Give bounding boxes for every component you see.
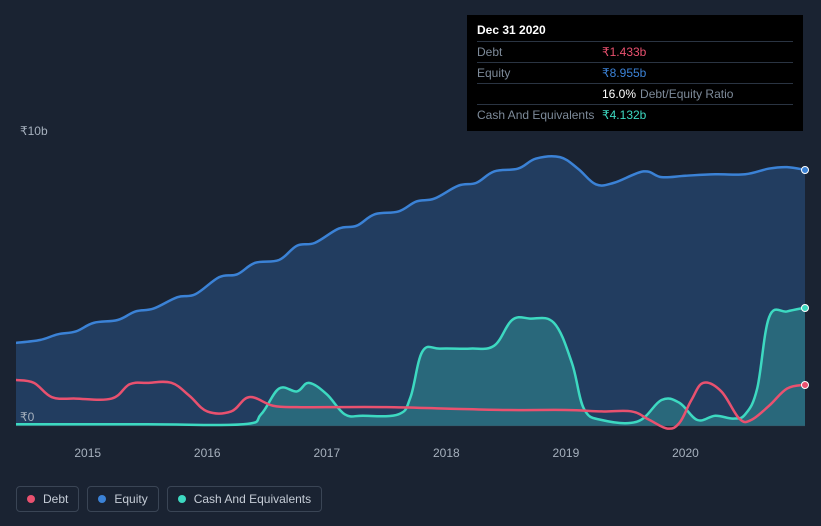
tooltip-row-value: 16.0% bbox=[602, 87, 636, 101]
legend-label: Cash And Equivalents bbox=[194, 492, 311, 506]
tooltip-row-label: Debt bbox=[477, 45, 602, 59]
tooltip-row-value: ₹1.433b bbox=[602, 45, 646, 59]
series-endpoint-cash-and-equivalents bbox=[801, 304, 809, 312]
x-axis-tick-label: 2019 bbox=[553, 446, 580, 460]
chart-area[interactable] bbox=[16, 140, 805, 440]
legend-item-equity[interactable]: Equity bbox=[87, 486, 158, 512]
tooltip-row: Equity₹8.955b bbox=[477, 62, 793, 83]
chart-tooltip: Dec 31 2020 Debt₹1.433bEquity₹8.955b16.0… bbox=[467, 15, 803, 131]
tooltip-row-suffix: Debt/Equity Ratio bbox=[640, 87, 733, 101]
legend-dot-icon bbox=[178, 495, 186, 503]
legend-item-cash-and-equivalents[interactable]: Cash And Equivalents bbox=[167, 486, 322, 512]
tooltip-row-label: Cash And Equivalents bbox=[477, 108, 602, 122]
x-axis-tick-label: 2020 bbox=[672, 446, 699, 460]
tooltip-row: Debt₹1.433b bbox=[477, 41, 793, 62]
tooltip-row: 16.0% Debt/Equity Ratio bbox=[477, 83, 793, 104]
series-endpoint-equity bbox=[801, 166, 809, 174]
x-axis-tick-label: 2015 bbox=[74, 446, 101, 460]
legend-label: Debt bbox=[43, 492, 68, 506]
x-axis-tick-label: 2018 bbox=[433, 446, 460, 460]
tooltip-row-label bbox=[477, 87, 602, 101]
y-axis-tick-label: ₹0 bbox=[20, 410, 34, 424]
x-axis-tick-label: 2016 bbox=[194, 446, 221, 460]
legend-dot-icon bbox=[27, 495, 35, 503]
x-axis-tick-label: 2017 bbox=[313, 446, 340, 460]
y-axis-tick-label: ₹10b bbox=[20, 124, 48, 138]
tooltip-row-value: ₹4.132b bbox=[602, 108, 646, 122]
chart-legend: Debt Equity Cash And Equivalents bbox=[16, 486, 322, 512]
tooltip-row: Cash And Equivalents₹4.132b bbox=[477, 104, 793, 125]
tooltip-row-label: Equity bbox=[477, 66, 602, 80]
tooltip-row-value: ₹8.955b bbox=[602, 66, 646, 80]
series-endpoint-debt bbox=[801, 381, 809, 389]
legend-item-debt[interactable]: Debt bbox=[16, 486, 79, 512]
legend-label: Equity bbox=[114, 492, 147, 506]
chart-svg bbox=[16, 140, 805, 440]
series-area-equity bbox=[16, 156, 805, 425]
tooltip-date: Dec 31 2020 bbox=[477, 21, 793, 41]
legend-dot-icon bbox=[98, 495, 106, 503]
